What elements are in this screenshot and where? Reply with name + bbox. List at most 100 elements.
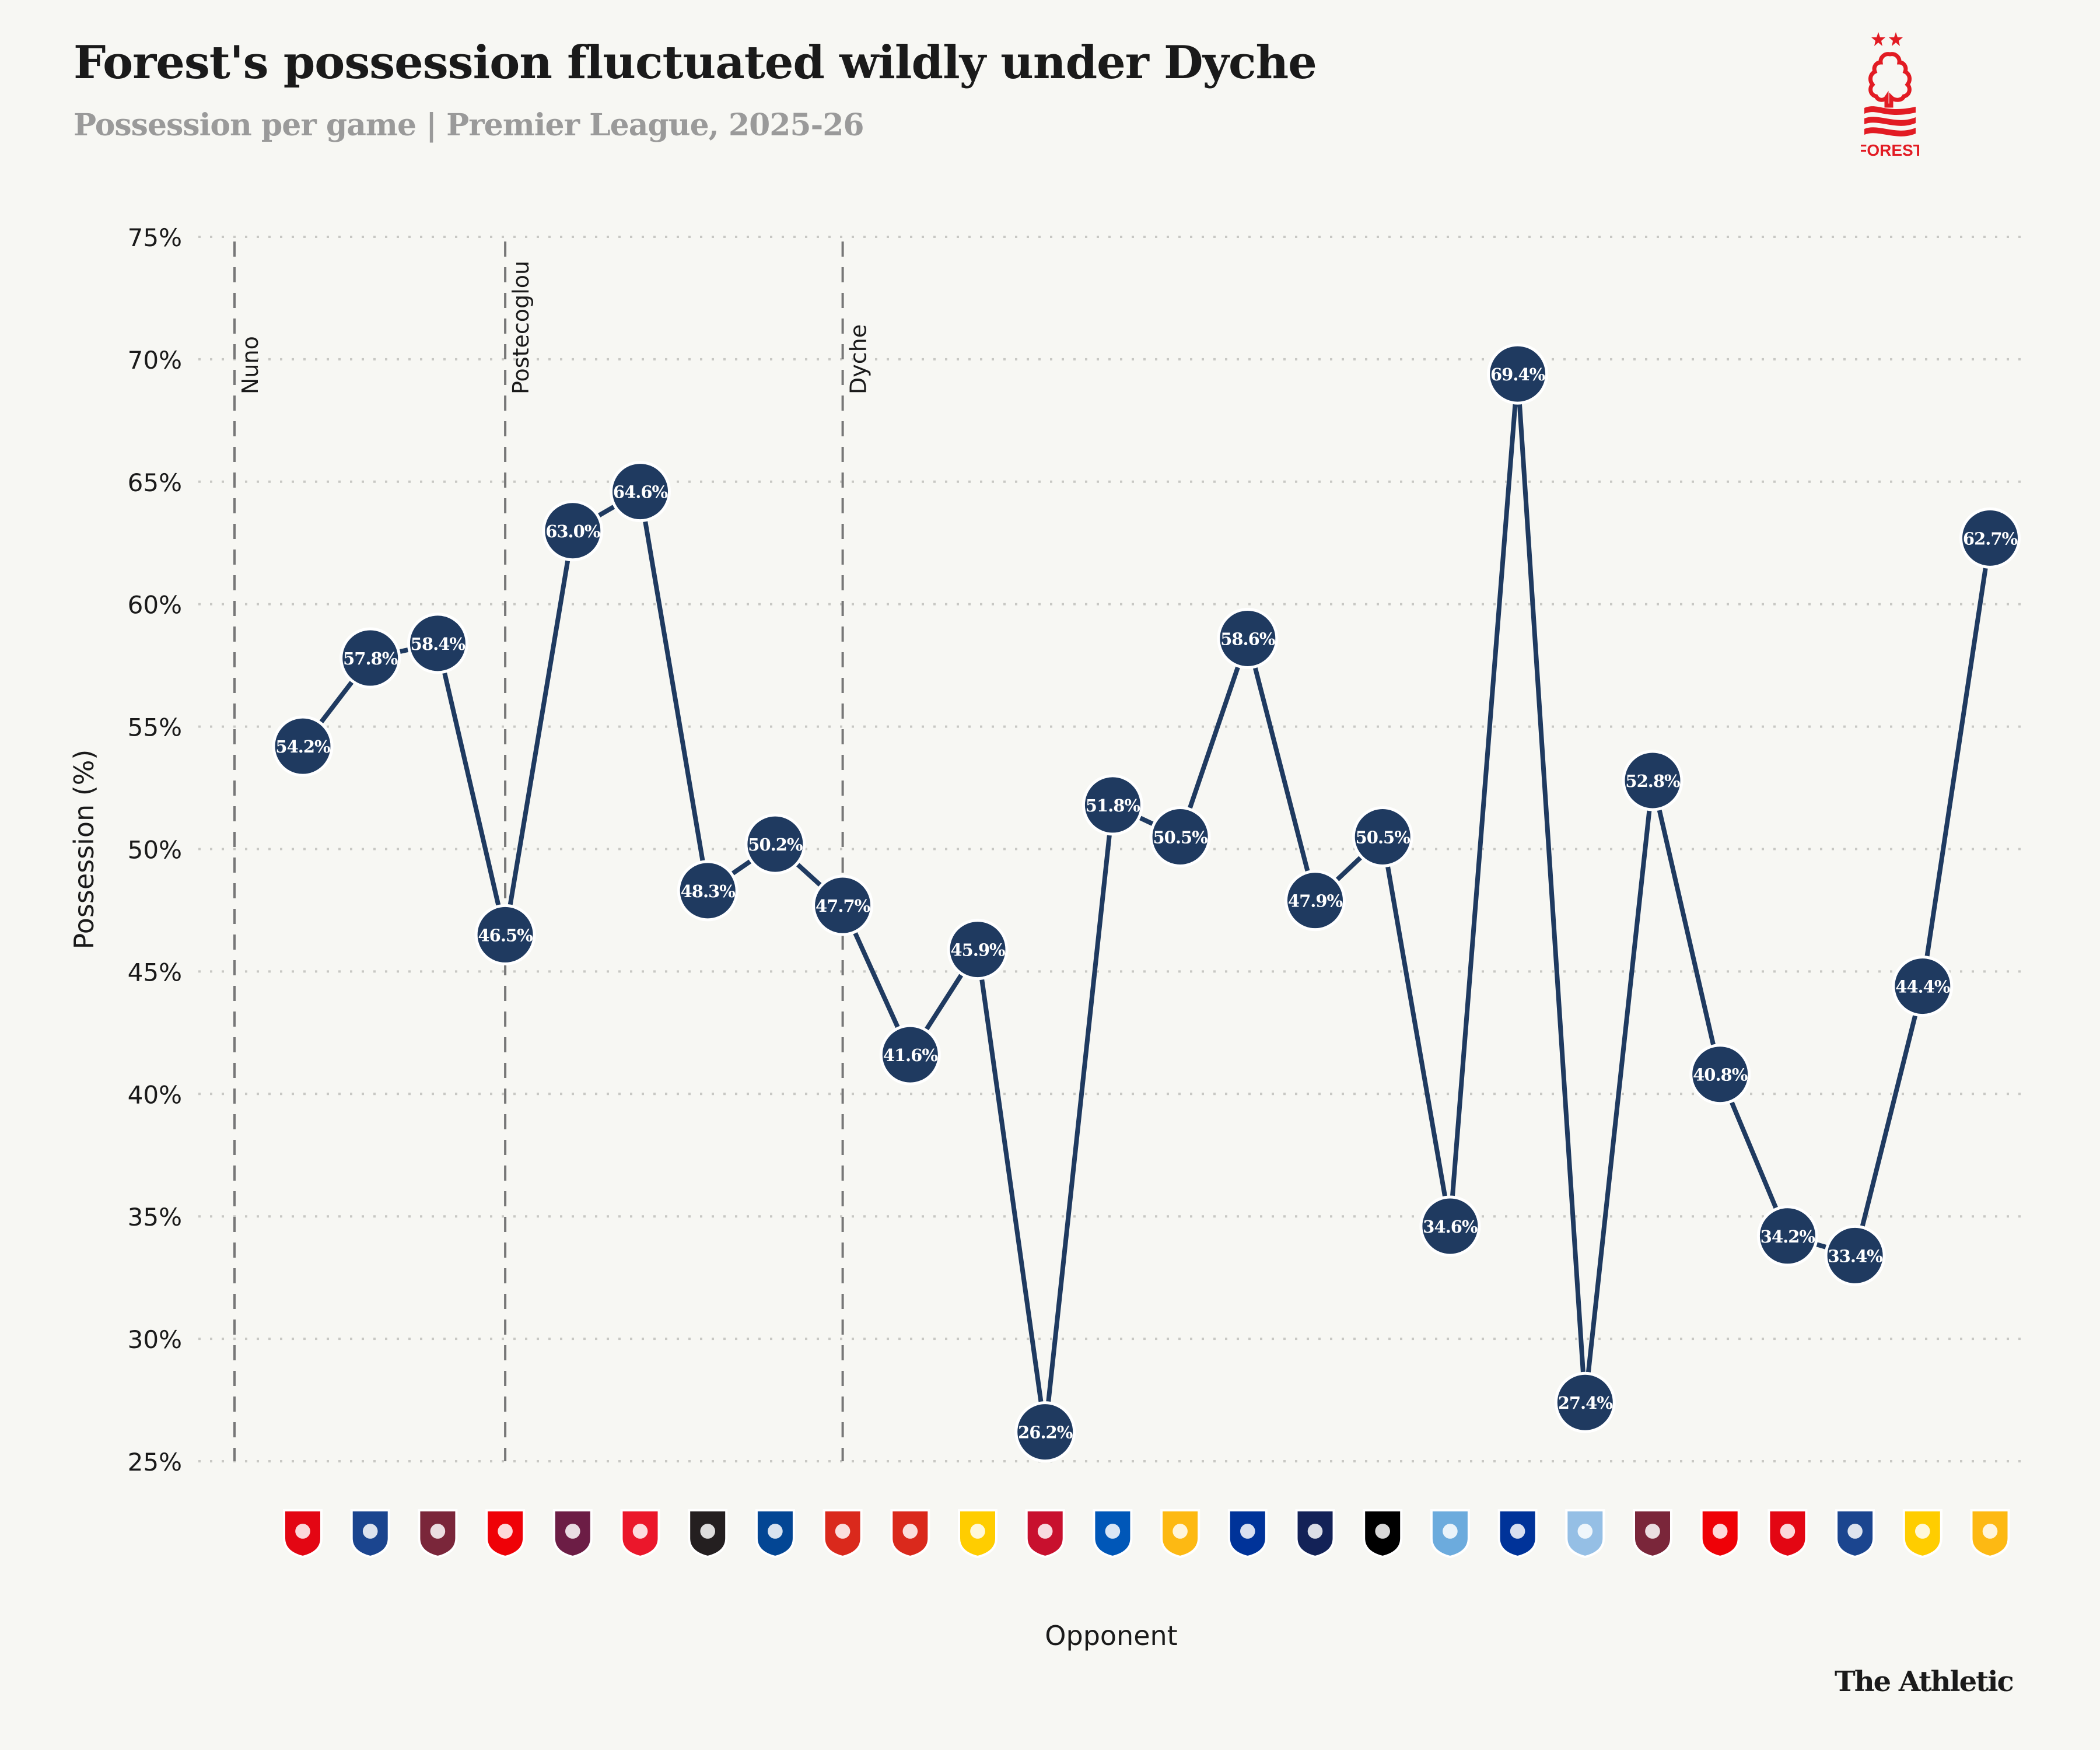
opponent-logo-newcastle (688, 1509, 728, 1559)
opponent-logo-leeds (1902, 1509, 1943, 1559)
crest-emblem (632, 1524, 648, 1539)
data-point: 46.5% (474, 904, 536, 965)
crest-emblem (565, 1524, 580, 1539)
data-point: 26.2% (1014, 1401, 1076, 1463)
manager-label: Dyche (846, 324, 872, 394)
crest-emblem (1780, 1524, 1796, 1539)
data-point-marker (744, 813, 806, 875)
opponent-logo-west-ham (418, 1509, 458, 1559)
opponent-logo-wolves (1970, 1509, 2010, 1559)
data-label: 27.4% (1558, 1393, 1613, 1413)
data-point: 62.7% (1959, 507, 2021, 569)
manager-label: Nuno (237, 336, 263, 394)
data-point-marker (542, 500, 604, 562)
y-tick-label: 35% (128, 1203, 182, 1231)
opponent-logo-manchester-city (1430, 1509, 1470, 1559)
data-point-marker (1419, 1195, 1481, 1257)
y-axis-label: Possession (%) (68, 750, 100, 950)
opponent-logo-brentford (1768, 1509, 1808, 1559)
opponent-logo-burnley (552, 1509, 593, 1559)
data-point: 50.2% (744, 813, 806, 875)
data-point-marker (474, 904, 536, 965)
data-point: 27.4% (1554, 1371, 1616, 1433)
data-label: 34.6% (1423, 1217, 1478, 1237)
data-points: 54.2% 57.8% 58.4% 46.5% 63.0% 64.6% 48.3% 50.2%… (272, 343, 2021, 1463)
manager-change-lines: Nuno Postecoglou Dyche (233, 242, 872, 1461)
data-point: 50.5% (1149, 806, 1211, 868)
data-point: 47.7% (812, 874, 874, 936)
chart-title: Forest's possession fluctuated wildly un… (74, 36, 1317, 89)
data-point: 51.8% (1082, 774, 1143, 836)
the-athletic-brand: The Athletic (1835, 1665, 2014, 1698)
opponent-logo-brighton (1093, 1509, 1133, 1559)
crest-emblem (1375, 1524, 1390, 1539)
data-label: 63.0% (545, 522, 600, 541)
data-label: 26.2% (1018, 1423, 1073, 1443)
crest-emblem (430, 1524, 446, 1539)
crest-emblem (1847, 1524, 1863, 1539)
data-label: 33.4% (1828, 1246, 1883, 1266)
opponent-logo-arsenal (485, 1509, 526, 1559)
data-label: 46.5% (478, 925, 533, 945)
crest-emblem (1645, 1524, 1660, 1539)
data-label: 48.3% (681, 881, 736, 901)
opponent-logo-bournemouth (822, 1509, 863, 1559)
data-point-marker (1217, 607, 1279, 669)
y-tick-label: 50% (128, 836, 182, 864)
opponent-logo-chelsea (755, 1509, 795, 1559)
data-point-marker (340, 627, 401, 689)
data-label: 64.6% (613, 482, 668, 502)
data-point: 41.6% (879, 1024, 941, 1086)
crest-emblem (768, 1524, 783, 1539)
crest-emblem (1915, 1524, 1930, 1539)
data-label: 62.7% (1963, 528, 2018, 548)
data-label: 52.8% (1625, 771, 1680, 791)
y-tick-label: 45% (128, 958, 182, 986)
crest-emblem (295, 1524, 310, 1539)
data-point-marker (1756, 1205, 1818, 1267)
opponent-logo-wolves (1160, 1509, 1200, 1559)
y-tick-label: 75% (128, 223, 182, 252)
crest-emblem (902, 1524, 918, 1539)
data-point-marker (1082, 774, 1143, 836)
y-tick-label: 55% (128, 713, 182, 742)
star-icon (1889, 32, 1903, 46)
crest-emblem (700, 1524, 715, 1539)
data-point-marker (1352, 806, 1413, 868)
data-point-marker (1014, 1401, 1076, 1463)
chart-subtitle: Possession per game | Premier League, 20… (74, 107, 864, 143)
opponent-logo-brentford (283, 1509, 323, 1559)
data-label: 58.6% (1220, 629, 1275, 649)
y-tick-label: 60% (128, 591, 182, 620)
opponent-logo-sunderland (620, 1509, 660, 1559)
y-axis-ticks: 25% 30% 35% 40% 45% 50% 55% 60% 65% 70% 75% (128, 223, 182, 1476)
data-label: 50.2% (748, 835, 803, 855)
data-point: 54.2% (272, 715, 334, 777)
data-point: 33.4% (1824, 1224, 1886, 1286)
data-point: 47.9% (1284, 870, 1346, 932)
data-point: 57.8% (340, 627, 401, 689)
data-label: 34.2% (1760, 1227, 1815, 1247)
crest-emblem (1712, 1524, 1728, 1539)
data-point: 34.2% (1756, 1205, 1818, 1267)
data-point: 45.9% (947, 919, 1009, 981)
opponent-logo-crystal-palace (1835, 1509, 1875, 1559)
club-logo-text: FOREST (1861, 141, 1919, 159)
crest-emblem (1982, 1524, 1998, 1539)
data-point-marker (947, 919, 1009, 981)
opponent-logo-west-ham (1633, 1509, 1672, 1559)
x-axis-label: Opponent (1045, 1620, 1177, 1651)
data-point-marker (272, 715, 334, 777)
opponent-logo-everton (1497, 1509, 1538, 1559)
data-label: 50.5% (1356, 828, 1410, 848)
data-point: 64.6% (610, 461, 671, 523)
y-tick-label: 30% (128, 1325, 182, 1354)
data-point-marker (879, 1024, 941, 1086)
data-point-marker (1149, 806, 1211, 868)
data-point-marker (610, 461, 671, 523)
opponent-logo-arsenal (1700, 1509, 1740, 1559)
data-label: 44.4% (1895, 977, 1950, 997)
data-label: 40.8% (1693, 1065, 1748, 1085)
star-icon (1871, 32, 1885, 46)
data-point: 48.3% (677, 860, 738, 922)
